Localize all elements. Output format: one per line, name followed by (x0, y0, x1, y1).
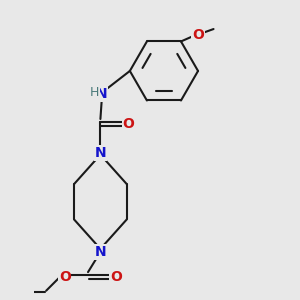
Text: O: O (110, 270, 122, 284)
Text: O: O (192, 28, 204, 42)
Text: O: O (59, 270, 71, 284)
Text: O: O (122, 117, 134, 130)
Text: N: N (96, 87, 108, 101)
Text: N: N (94, 245, 106, 259)
Text: N: N (94, 146, 106, 160)
Text: H: H (89, 86, 99, 99)
